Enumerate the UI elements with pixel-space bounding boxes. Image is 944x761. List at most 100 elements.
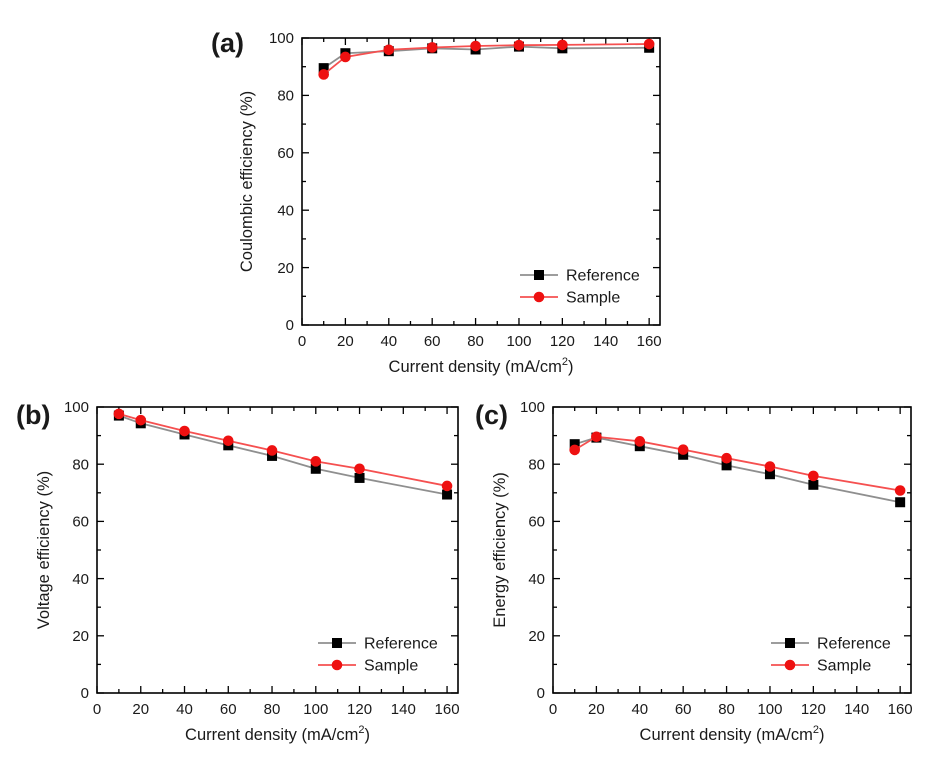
y-tick-label: 80 xyxy=(72,456,89,473)
legend-label: Reference xyxy=(364,636,438,653)
y-tick-label: 60 xyxy=(277,145,294,162)
x-tick-label: 100 xyxy=(303,701,328,718)
data-point-reference xyxy=(721,460,732,471)
data-point-sample xyxy=(808,470,819,482)
x-tick-label: 60 xyxy=(220,701,237,718)
panel-label: (a) xyxy=(211,28,244,58)
legend-marker xyxy=(785,638,795,648)
series-line-sample xyxy=(118,412,448,487)
data-point-reference xyxy=(310,463,321,474)
legend-label: Reference xyxy=(817,636,891,653)
y-axis-label: Energy efficiency (%) xyxy=(491,472,509,628)
y-tick-label: 20 xyxy=(72,628,89,645)
data-point-sample xyxy=(677,444,689,455)
y-tick-label: 40 xyxy=(277,202,294,219)
data-point-reference xyxy=(808,479,819,490)
x-axis-label: Current density (mA/cm2) xyxy=(185,724,370,744)
x-tick-label: 100 xyxy=(757,701,782,718)
x-tick-label: 40 xyxy=(380,333,397,350)
x-tick-label: 160 xyxy=(435,701,460,718)
x-axis-label: Current density (mA/cm2) xyxy=(389,356,574,376)
data-point-sample xyxy=(383,44,395,56)
series-line-reference xyxy=(118,414,448,496)
y-axis-label: Coulombic efficiency (%) xyxy=(238,91,256,272)
x-tick-label: 140 xyxy=(593,333,618,350)
legend-marker xyxy=(331,659,343,671)
x-tick-label: 100 xyxy=(506,333,531,350)
series-line-sample xyxy=(574,435,901,492)
y-tick-label: 0 xyxy=(81,685,89,702)
y-tick-label: 60 xyxy=(72,514,89,531)
x-tick-label: 160 xyxy=(888,701,913,718)
data-point-sample xyxy=(354,463,365,475)
legend-label: Sample xyxy=(364,658,418,675)
data-point-sample xyxy=(222,435,234,447)
y-tick-label: 20 xyxy=(528,628,545,645)
data-point-sample xyxy=(135,414,147,426)
data-point-reference xyxy=(354,472,365,483)
y-tick-label: 40 xyxy=(72,571,89,588)
y-tick-label: 100 xyxy=(520,399,545,416)
y-tick-label: 80 xyxy=(528,456,545,473)
data-point-sample xyxy=(340,51,351,63)
data-point-sample xyxy=(441,480,453,492)
x-tick-label: 160 xyxy=(637,333,662,350)
x-tick-label: 120 xyxy=(801,701,826,718)
x-tick-label: 40 xyxy=(631,701,648,718)
x-tick-label: 60 xyxy=(675,701,692,718)
data-point-sample xyxy=(634,436,646,447)
data-point-sample xyxy=(569,444,580,456)
data-point-reference xyxy=(895,497,906,508)
series-line-sample xyxy=(323,43,650,76)
data-point-sample xyxy=(764,461,776,472)
y-tick-label: 0 xyxy=(537,685,545,702)
data-point-reference xyxy=(442,489,453,500)
x-tick-label: 20 xyxy=(337,333,354,350)
x-tick-label: 0 xyxy=(93,701,101,718)
data-point-sample xyxy=(557,39,568,51)
data-point-sample xyxy=(266,445,278,456)
x-tick-label: 0 xyxy=(549,701,557,718)
x-tick-label: 60 xyxy=(424,333,441,350)
data-point-sample xyxy=(513,39,525,51)
x-tick-label: 0 xyxy=(298,333,306,350)
data-point-sample xyxy=(318,69,329,80)
data-point-sample xyxy=(310,456,322,467)
x-tick-label: 80 xyxy=(467,333,484,350)
data-point-sample xyxy=(179,425,190,437)
legend-marker xyxy=(533,291,545,303)
legend-label: Reference xyxy=(566,268,640,285)
x-tick-label: 20 xyxy=(132,701,149,718)
y-tick-label: 60 xyxy=(528,514,545,531)
data-point-sample xyxy=(470,40,481,52)
data-point-reference xyxy=(318,63,329,74)
x-axis-label: Current density (mA/cm2) xyxy=(640,724,825,744)
legend-label: Sample xyxy=(817,658,871,675)
data-point-sample xyxy=(721,452,732,464)
panel-label: (b) xyxy=(16,400,50,430)
y-axis-label: Voltage efficiency (%) xyxy=(35,471,53,629)
series-line-reference xyxy=(323,45,650,69)
y-tick-label: 0 xyxy=(286,317,294,334)
x-tick-label: 120 xyxy=(550,333,575,350)
chart-voltage-efficiency: (b) 0 20 40 60 80 100 120 140 160 0 20 40 60 80 100 Curr… xyxy=(16,399,460,744)
legend-label: Sample xyxy=(566,290,620,307)
data-point-sample xyxy=(426,42,438,53)
chart-energy-efficiency: (c) 0 20 40 60 80 100 120 140 160 0 20 40 60 80 100 Curr… xyxy=(475,399,913,744)
y-tick-label: 100 xyxy=(64,399,89,416)
legend-marker xyxy=(784,659,796,671)
legend-marker xyxy=(332,638,342,648)
x-tick-label: 20 xyxy=(588,701,605,718)
data-point-sample xyxy=(643,38,655,50)
y-tick-label: 80 xyxy=(277,88,294,105)
data-point-reference xyxy=(569,439,580,450)
data-point-sample xyxy=(894,485,906,496)
y-tick-label: 20 xyxy=(277,260,294,277)
data-point-sample xyxy=(113,408,125,420)
x-tick-label: 40 xyxy=(176,701,193,718)
x-tick-label: 140 xyxy=(844,701,869,718)
chart-coulombic-efficiency: (a) 0 20 40 60 80 100 120 140 160 0 20 40 60 80 100 Curr… xyxy=(211,28,662,376)
series-line-reference xyxy=(574,436,901,504)
x-tick-label: 120 xyxy=(347,701,372,718)
